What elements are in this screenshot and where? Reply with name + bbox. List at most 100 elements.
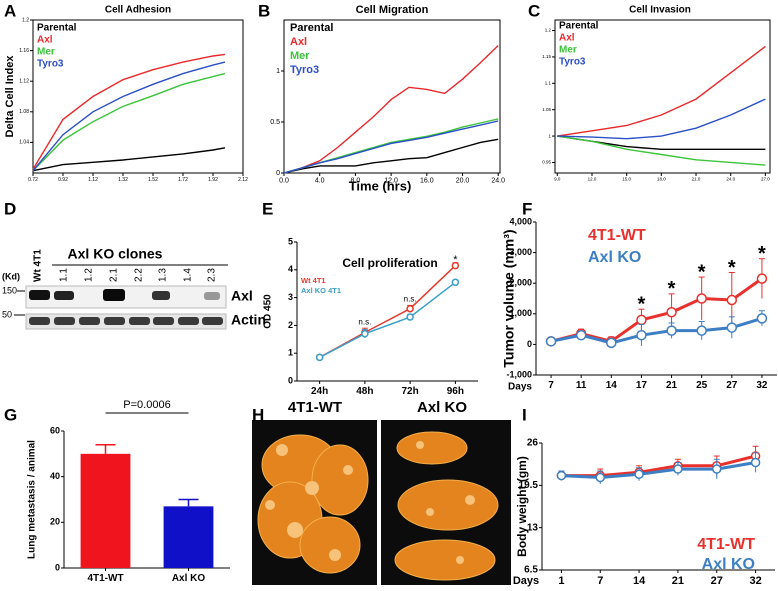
legend-entry: Axl KO 4T1	[301, 286, 341, 295]
x-tick-label: 0.72	[28, 177, 38, 183]
lung	[311, 444, 369, 516]
panel-label: A	[4, 1, 16, 20]
y-tick-label: 1	[548, 133, 551, 138]
x-tick-label: 21	[672, 575, 684, 587]
blot-title: Axl KO clones	[68, 246, 163, 262]
series-line	[283, 138, 499, 174]
y-axis-label: Tumor volume (mm³)	[501, 229, 517, 367]
series-line	[561, 461, 756, 480]
point	[756, 313, 768, 324]
lane-label: 1.4	[183, 268, 194, 282]
point	[750, 457, 761, 468]
y-tick-label: 4	[288, 264, 293, 274]
x-tick-label: 1.92	[208, 177, 218, 183]
x-tick-label: 4.0	[315, 177, 325, 184]
x-tick-label: 32	[749, 575, 761, 587]
x-tick-label: 8.0	[351, 177, 361, 184]
bar	[80, 453, 131, 568]
annotation: n.s.	[358, 317, 371, 326]
x-tick-label: 16.0	[420, 177, 434, 184]
y-tick-label: 1.2	[545, 28, 552, 33]
legend-entry: Axl	[559, 33, 575, 44]
y-tick-label: 20	[50, 517, 60, 527]
blot-band	[29, 290, 50, 300]
point	[636, 314, 647, 326]
series-line	[32, 53, 226, 170]
blot-band	[54, 291, 74, 300]
blot: Axl KO clones (Kd) 150 50 Axl Actin Wt 4…	[2, 246, 266, 330]
blot-marker: 50	[2, 309, 12, 319]
x-tick-label: 27	[711, 575, 723, 587]
point	[756, 273, 768, 284]
blot-band	[202, 317, 223, 325]
x-tick-label: 18.0	[657, 176, 666, 181]
y-tick-label: 2	[288, 320, 293, 330]
lane-label: 1.1	[59, 268, 70, 282]
x-tick-label: 0.0	[279, 177, 289, 184]
point	[726, 322, 738, 333]
x-tick-label: Axl KO	[172, 573, 206, 584]
annotation: *	[668, 278, 676, 300]
series-line	[561, 454, 756, 478]
x-tick-label: 9.0	[554, 176, 561, 181]
lane-label: 2.2	[134, 268, 145, 282]
x-tick-label: 7	[548, 380, 554, 391]
series-line	[557, 45, 766, 137]
series-line	[557, 135, 766, 166]
photos: 4T1-WT Axl KO	[252, 399, 511, 585]
series-line	[283, 120, 499, 174]
x-axis-label: Days	[508, 382, 532, 393]
nodule	[329, 549, 341, 561]
point	[451, 278, 460, 287]
x-tick-label: 32	[756, 380, 768, 391]
panel-label: H	[252, 405, 264, 424]
point	[636, 329, 647, 341]
y-tick-label: 0.95	[542, 160, 551, 165]
y-tick-label: 1.1	[545, 80, 552, 85]
point	[696, 293, 707, 304]
blot-strip	[25, 313, 227, 330]
legend-entry: Tyro3	[290, 64, 319, 76]
nodule	[343, 465, 353, 475]
bar	[163, 506, 214, 568]
x-tick-label: 14	[633, 575, 646, 587]
x-tick-label: 1.32	[118, 177, 128, 183]
point	[673, 464, 683, 474]
blot-row-label: Actin	[231, 312, 266, 328]
x-tick-label: 1.72	[178, 177, 188, 183]
y-axis-label: Delta Cell Index	[4, 55, 16, 138]
x-tick-label: 24.0	[726, 176, 735, 181]
blot-band	[29, 317, 50, 325]
plot-frame	[554, 19, 771, 174]
lane-label: Wt 4T1	[33, 249, 44, 282]
y-tick-label: 1,000	[509, 308, 532, 318]
blot-band	[103, 289, 125, 301]
point	[545, 336, 557, 347]
x-tick-label: 12.0	[588, 176, 597, 181]
series-line	[32, 61, 226, 172]
lane-label: 1.3	[158, 268, 169, 282]
series-line	[319, 281, 456, 359]
point	[575, 329, 587, 341]
x-tick-label: 24h	[311, 386, 328, 397]
legend-entry: Tyro3	[559, 57, 586, 68]
annotation: n.s.	[404, 294, 417, 303]
chart-title: Cell Invasion	[629, 5, 691, 16]
panel-label: I	[522, 405, 527, 424]
x-tick-label: 11	[576, 380, 587, 391]
point	[712, 464, 722, 474]
blot-band	[104, 317, 125, 325]
y-tick-label: 26	[527, 438, 539, 449]
y-tick-label: 1.16	[19, 48, 29, 54]
x-tick-label: 27.0	[761, 176, 770, 181]
y-tick-label: 0	[288, 375, 293, 385]
point	[451, 261, 460, 270]
point	[696, 325, 707, 336]
x-tick-label: 1.12	[88, 177, 98, 183]
y-tick-label: 1.2	[22, 17, 29, 23]
x-tick-label: 1	[558, 575, 564, 587]
chart-title: Cell Migration	[356, 4, 429, 16]
y-tick-label: 1.04	[19, 140, 29, 146]
point	[595, 472, 605, 483]
x-tick-label: 72h	[402, 386, 419, 397]
